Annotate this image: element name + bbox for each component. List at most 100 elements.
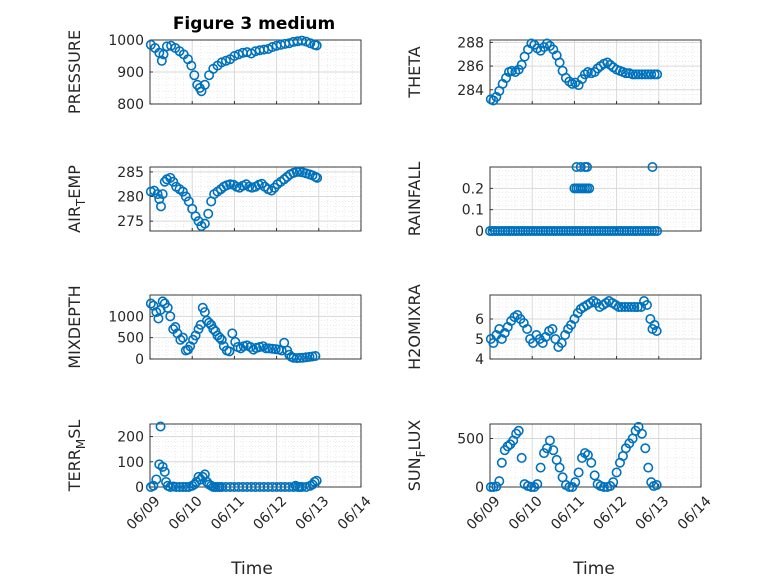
data-point [157,296,168,307]
data-point [643,462,654,473]
x-tick-label: 06/13 [293,493,333,533]
data-point [647,162,658,173]
data-point [162,302,173,313]
y-tick-label: 0 [135,480,144,496]
data-point [544,435,555,446]
y-tick-label: 275 [117,214,144,230]
data-point [151,474,162,485]
y-axis-label: PRESSURE [65,30,84,114]
x-tick-label: 06/10 [166,493,206,533]
y-axis-label: SUNFLUX [405,420,428,492]
data-point [157,189,168,200]
data-point [491,91,502,102]
y-tick-label: 5 [475,332,484,348]
data-point [199,79,210,90]
data-point [513,425,524,436]
data-point [511,428,522,439]
data-point [159,466,170,477]
data-point [156,55,167,66]
data-point [564,481,575,492]
data-point [573,467,584,478]
data-point [174,481,185,492]
data-point [616,301,627,312]
data-point [649,319,660,330]
x-tick-label: 06/09 [464,493,504,533]
data-point [633,69,644,80]
data-point [311,475,322,486]
y-tick-label: 0.2 [462,181,484,197]
y-tick-label: 4 [475,352,484,368]
x-tick-label: 06/12 [250,493,290,533]
data-point [496,333,507,344]
data-point [620,301,631,312]
data-point [499,327,510,338]
data-point [651,480,662,491]
subplot-7: 0 100 200 06/09 06/10 06/11 06/12 06/13 06/14 TER… [65,420,375,534]
subplot-1: 800 900 1000 PRESSURE [65,30,362,114]
y-tick-label: 280 [117,190,144,206]
data-point [592,63,603,74]
data-point [539,448,550,459]
data-point [264,343,275,354]
data-point [145,298,156,309]
y-tick-label: 285 [117,165,144,181]
data-point [301,352,312,363]
axes-box [149,294,362,360]
data-point [605,59,616,70]
y-axis-label: MIXDEPTH [65,285,84,368]
data-point [652,226,663,237]
plot-area [150,424,361,487]
data-point [584,183,595,194]
data-point [291,166,302,177]
x-axis-label-left: Time [230,559,273,579]
data-point [627,69,638,80]
data-point [177,481,188,492]
data-point [547,323,558,334]
data-point [224,346,235,357]
data-point [630,69,641,80]
data-point [301,481,312,492]
data-point [529,481,540,492]
data-point [554,57,565,68]
data-point [216,334,227,345]
y-tick-label: 900 [117,65,144,81]
data-point [652,69,663,80]
data-point [613,301,624,312]
data-point [170,321,181,332]
y-axis-label: H2OMIXRA [405,284,424,370]
data-point [177,332,188,343]
data-point [190,211,201,222]
axes-box [489,294,702,360]
data-point [632,301,643,312]
y-tick-label: 0 [475,480,484,496]
data-point [636,69,647,80]
data-point [501,72,512,83]
y-axis-label: AIRTEMP [65,165,88,233]
subplot-6: 4 5 6 H2OMIXRA [405,284,702,370]
data-point [279,174,290,185]
y-tick-label: 288 [457,35,484,51]
data-point [266,185,277,196]
y-tick-label: 284 [457,83,484,99]
x-tick-label: 06/12 [590,493,630,533]
data-point [640,443,651,454]
data-point [526,481,537,492]
data-point [589,470,600,481]
data-point [165,311,176,322]
data-point [598,481,609,492]
data-point [548,445,559,456]
data-point [567,481,578,492]
y-axis-label: TERRMSL [65,420,88,493]
y-tick-label: 6 [475,312,484,328]
data-point [199,218,210,229]
data-point [171,481,182,492]
data-point [554,462,565,473]
data-point [537,337,548,348]
data-point [556,337,567,348]
data-point [155,201,166,212]
data-point [636,428,647,439]
y-tick-label: 286 [457,59,484,75]
data-point [177,186,188,197]
data-point [261,343,272,354]
subplot-3: 275 280 285 AIRTEMP [65,165,362,233]
